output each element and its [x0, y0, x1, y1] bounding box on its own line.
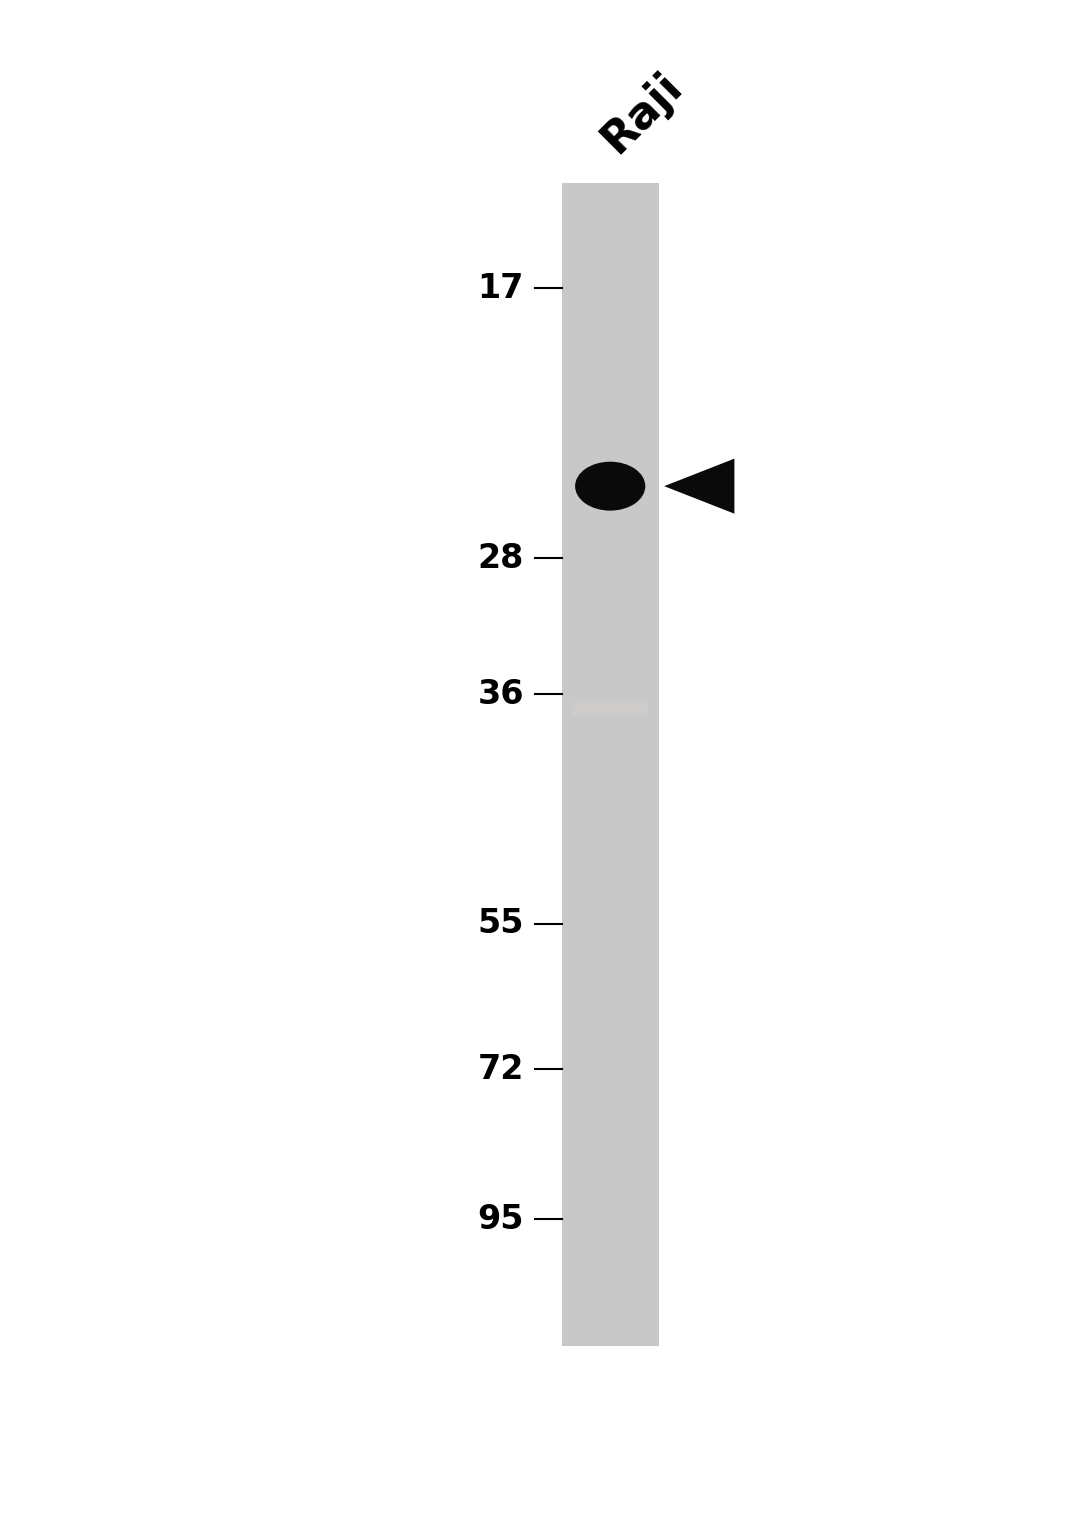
Ellipse shape: [575, 462, 646, 511]
Text: 72: 72: [477, 1053, 524, 1086]
Bar: [572, 703, 648, 716]
Polygon shape: [664, 459, 734, 514]
Bar: [562, 183, 659, 1346]
Text: 55: 55: [477, 907, 524, 940]
Text: 28: 28: [477, 541, 524, 575]
Text: Raji: Raji: [594, 63, 691, 161]
Text: 17: 17: [477, 272, 524, 304]
Text: 95: 95: [477, 1203, 524, 1235]
Text: 36: 36: [477, 677, 524, 711]
